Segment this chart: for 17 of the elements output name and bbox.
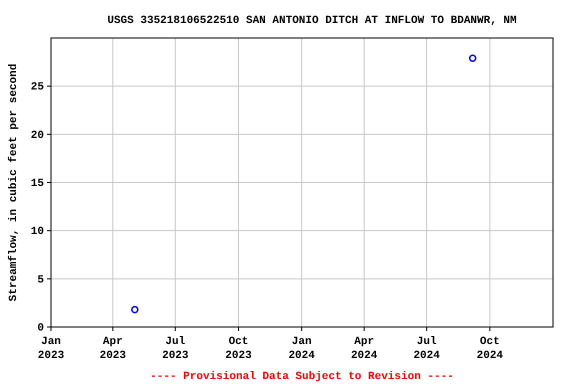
x-tick-label: Apr 2023 (100, 336, 126, 362)
y-tick-label: 20 (30, 130, 44, 142)
x-tick-label: Jan 2023 (38, 336, 65, 362)
x-tick-label: Apr 2024 (350, 336, 378, 362)
text: ---- Provisional Data Subject to Revision ---- (150, 371, 454, 383)
x-tick-label: Jul 2024 (413, 336, 440, 362)
y-tick-label: 15 (30, 178, 44, 190)
x-tick-label: Jul 2023 (162, 336, 189, 362)
y-tick-label: 10 (30, 226, 44, 238)
y-axis-title: Streamflow, in cubic feet per second (7, 64, 20, 302)
y-tick-label: 25 (30, 82, 44, 94)
x-tick-label: Oct 2023 (225, 336, 252, 362)
chart-title: USGS 335218106522510 SAN ANTONIO DITCH AT INFLOW TO BDANWR, NM (107, 15, 518, 27)
y-tick-label: 0 (37, 322, 44, 335)
x-tick-label: Jan 2024 (288, 336, 316, 362)
x-tick-label: Oct 2024 (476, 336, 504, 362)
y-tick-label: 5 (37, 274, 44, 286)
